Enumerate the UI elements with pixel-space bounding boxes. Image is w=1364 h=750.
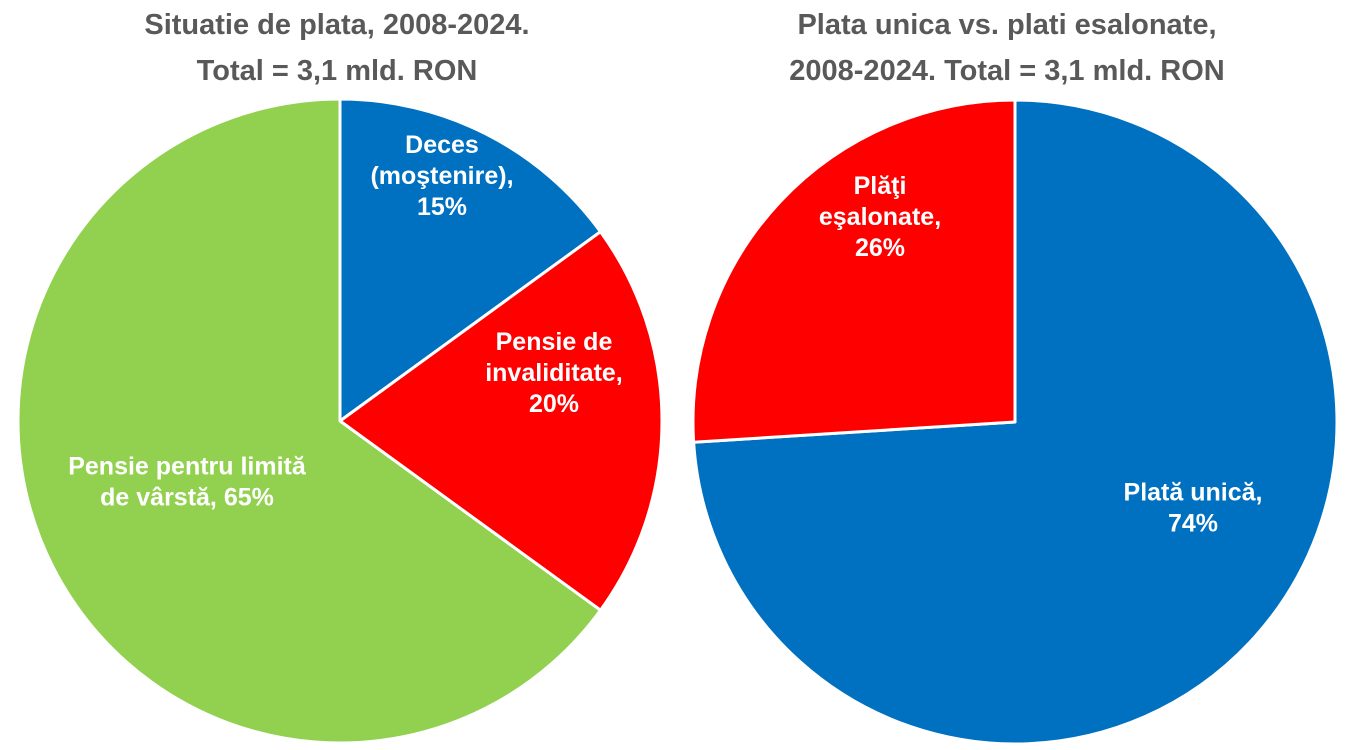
chart-title-line-1: Situatie de plata, 2008-2024.	[144, 9, 529, 41]
slice-label-line: Plată unică,	[1124, 479, 1263, 507]
pie-slice-2	[691, 98, 1017, 444]
chart-title-line-2: 2008-2024. Total = 3,1 mld. RON	[789, 55, 1224, 87]
slice-label-1: Plată unică, 74%	[1124, 479, 1263, 538]
slice-label-line: Pensie pentru limită	[68, 453, 307, 481]
slice-label-line: Deces	[405, 131, 479, 159]
slice-label-line: 15%	[417, 193, 467, 221]
slice-label-2: Plăţi eşalonate, 26%	[819, 172, 941, 262]
chart-title-line-2: Total = 3,1 mld. RON	[197, 55, 478, 87]
slice-label-line: 26%	[855, 234, 905, 262]
pie-chart-single-vs-installments: Plata unica vs. plati esalonate, 2008-202…	[691, 9, 1339, 746]
slice-label-2: Pensie de invaliditate, 20%	[485, 328, 623, 418]
slice-label-line: Plăţi	[854, 172, 907, 200]
chart-title-line-1: Plata unica vs. plati esalonate,	[797, 9, 1216, 41]
slice-label-line: (moştenire),	[370, 162, 513, 190]
slice-label-line: 74%	[1168, 510, 1218, 538]
slice-label-line: de vârstă, 65%	[100, 484, 274, 512]
pie-slice-3	[16, 97, 602, 745]
slice-label-line: invaliditate,	[485, 359, 623, 387]
slice-label-line: eşalonate,	[819, 203, 941, 231]
pie-slice-2	[338, 230, 664, 612]
slice-label-1: Deces (moştenire), 15%	[370, 131, 513, 221]
slice-label-line: 20%	[529, 390, 579, 418]
pie-slice-1	[338, 97, 602, 423]
slice-label-line: Pensie de	[496, 328, 613, 356]
pie-chart-payment-situation: Situatie de plata, 2008-2024. Total = 3,1…	[16, 9, 664, 745]
slice-label-3: Pensie pentru limită de vârstă, 65%	[68, 453, 307, 512]
